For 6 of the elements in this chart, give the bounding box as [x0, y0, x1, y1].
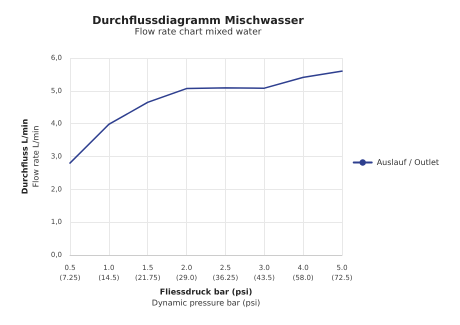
chart-subtitle: Flow rate chart mixed water: [134, 28, 262, 38]
line-series: [69, 70, 343, 164]
chart-title: Durchflussdiagramm Mischwasser: [92, 14, 304, 27]
legend-label: Auslauf / Outlet: [376, 158, 440, 167]
y-axis-title: Durchfluss L/min Flow rate L/min: [20, 118, 40, 194]
x-axis-title: Fliessdruck bar (psi) Dynamic pressure bar (psi): [152, 287, 260, 308]
